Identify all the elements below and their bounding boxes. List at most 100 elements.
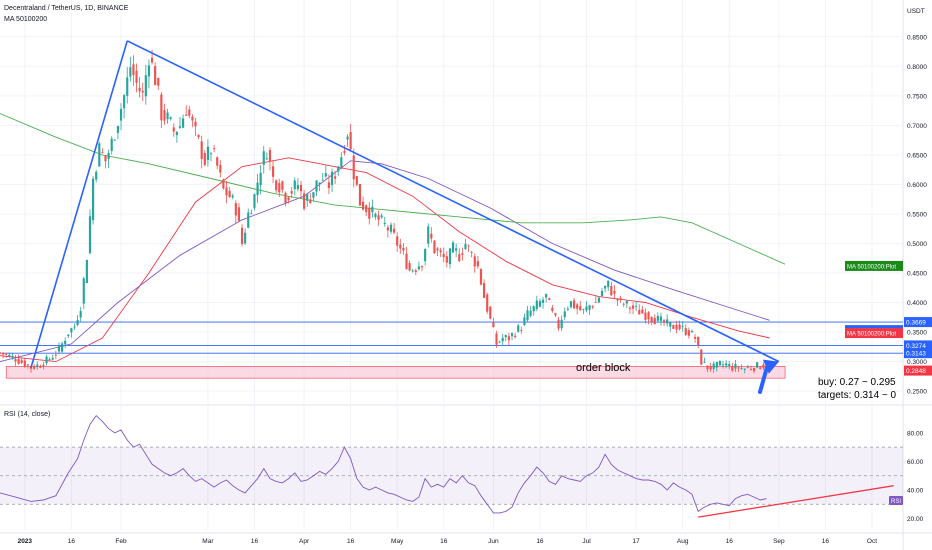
candle-body bbox=[110, 138, 113, 151]
candle-body bbox=[349, 132, 352, 150]
candle-body bbox=[132, 64, 135, 76]
price-value-badge bbox=[904, 348, 932, 359]
candle-body bbox=[247, 212, 250, 228]
candle-body bbox=[209, 153, 213, 155]
candle-body bbox=[656, 316, 659, 321]
time-tick-label: Feb bbox=[115, 538, 127, 545]
price-tick-label: 0.7000 bbox=[907, 123, 927, 130]
candle-body bbox=[222, 179, 225, 189]
candle-body bbox=[600, 291, 604, 296]
candle-body bbox=[216, 157, 219, 166]
candle-body bbox=[8, 354, 11, 357]
candle-body bbox=[526, 310, 529, 321]
candle-body bbox=[160, 94, 163, 121]
candle-body bbox=[728, 364, 731, 366]
price-value-label: 0.2848 bbox=[906, 368, 926, 375]
candle-body bbox=[234, 203, 237, 216]
candle-body bbox=[467, 245, 470, 247]
candle-body bbox=[60, 343, 64, 352]
candle-body bbox=[759, 367, 762, 370]
candle-body bbox=[76, 320, 79, 325]
time-tick-label: 16 bbox=[726, 538, 734, 545]
candle-body bbox=[237, 207, 241, 221]
candle-body bbox=[622, 303, 625, 305]
candle-body bbox=[582, 309, 585, 310]
candle-body bbox=[396, 236, 399, 246]
candle-body bbox=[45, 356, 48, 364]
candle-body bbox=[672, 325, 675, 329]
candle-body bbox=[594, 302, 597, 303]
candle-body bbox=[259, 172, 262, 186]
candle-body bbox=[436, 248, 439, 251]
candle-body bbox=[718, 360, 722, 366]
candle-body bbox=[42, 364, 45, 367]
candle-body bbox=[482, 282, 486, 298]
candle-body bbox=[414, 270, 417, 272]
time-tick-label: Jul bbox=[582, 538, 591, 545]
candle-body bbox=[73, 326, 76, 328]
candle-body bbox=[545, 293, 548, 298]
candle-body bbox=[579, 306, 582, 311]
candle-body bbox=[709, 366, 712, 370]
candle-body bbox=[346, 136, 349, 140]
candle-body bbox=[244, 232, 247, 244]
price-tick-label: 0.8500 bbox=[907, 34, 927, 41]
candle-body bbox=[560, 319, 563, 329]
candle-body bbox=[299, 184, 303, 192]
candle-body bbox=[169, 117, 172, 119]
candle-body bbox=[175, 131, 178, 136]
candle-body bbox=[706, 365, 709, 370]
time-tick-label: Mar bbox=[202, 538, 214, 545]
ma-plot-label: MA 50100200:Plot bbox=[847, 332, 896, 338]
candle-body bbox=[287, 197, 290, 200]
candle-body bbox=[48, 359, 51, 361]
candle-body bbox=[23, 360, 26, 367]
candle-body bbox=[355, 176, 358, 185]
time-tick-label: Aug bbox=[677, 538, 689, 545]
candle-body bbox=[489, 306, 492, 319]
rsi-band bbox=[0, 446, 903, 505]
candle-body bbox=[185, 114, 188, 116]
trendlines[interactable] bbox=[30, 40, 780, 368]
candle-body bbox=[700, 349, 703, 365]
candle-body bbox=[703, 361, 706, 363]
candle-body bbox=[321, 179, 324, 181]
time-tick-label: 2023 bbox=[18, 538, 33, 545]
candle-body bbox=[424, 248, 427, 262]
candle-body bbox=[610, 286, 613, 296]
buy-annotation: buy: 0.27 ~ 0.295 bbox=[818, 377, 896, 388]
candle-body bbox=[20, 360, 23, 363]
candle-body bbox=[541, 299, 545, 303]
price-tick-label: 0.8000 bbox=[907, 64, 927, 71]
candle-body bbox=[57, 345, 61, 352]
candle-body bbox=[389, 224, 393, 232]
candle-body bbox=[756, 362, 759, 368]
candle-body bbox=[119, 108, 123, 121]
price-value-label: 0.3274 bbox=[906, 343, 926, 350]
time-tick-label: 16 bbox=[440, 538, 448, 545]
candle-body bbox=[194, 121, 197, 127]
time-axis[interactable]: 2023 16 Feb Mar 16 Apr 16 May 16 Jun 16 Jul 17 Aug 16 S… bbox=[18, 538, 878, 545]
candle-body bbox=[191, 116, 194, 121]
candle-body bbox=[33, 366, 36, 369]
candle-body bbox=[26, 364, 30, 366]
price-value-badge bbox=[904, 365, 932, 376]
candle-body bbox=[566, 308, 569, 310]
candle-body bbox=[420, 266, 424, 268]
candle-body bbox=[399, 244, 402, 249]
candle-body bbox=[417, 266, 421, 270]
candle-body bbox=[141, 90, 144, 93]
candle-body bbox=[690, 331, 694, 333]
price-value-badge bbox=[904, 317, 932, 328]
currency-label[interactable]: USDT bbox=[907, 8, 925, 15]
time-tick-label: Sep bbox=[773, 538, 785, 545]
candle-body bbox=[588, 305, 591, 310]
candle-body bbox=[228, 190, 231, 198]
time-tick-label: Apr bbox=[299, 538, 310, 545]
candle-body bbox=[178, 126, 182, 128]
candle-body bbox=[144, 75, 147, 97]
candle-body bbox=[393, 228, 396, 233]
blue-arrow bbox=[758, 359, 779, 394]
price-axis[interactable]: 0.8500 0.8000 0.7500 0.7000 0.6500 0.6000 0.55… bbox=[907, 34, 927, 523]
